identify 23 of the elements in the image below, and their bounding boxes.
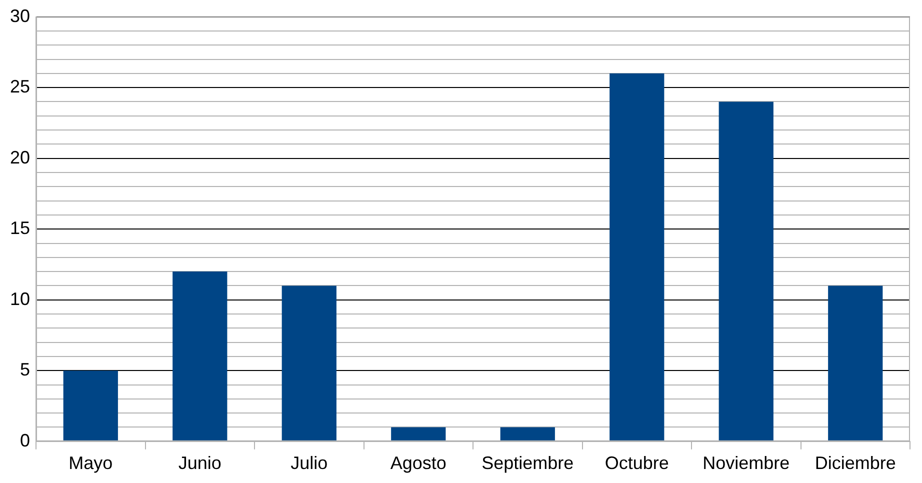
- y-tick-label: 0: [20, 430, 30, 450]
- bar: [172, 272, 228, 441]
- bar: [718, 102, 774, 441]
- y-tick-label: 15: [10, 218, 30, 238]
- bar: [828, 286, 883, 441]
- y-tick-label: 25: [10, 76, 30, 97]
- y-tick-label: 30: [10, 6, 30, 26]
- x-tick-label: Julio: [290, 453, 328, 474]
- y-tick-label: 5: [20, 360, 30, 380]
- bar: [610, 73, 664, 441]
- y-tick-label: 10: [10, 288, 30, 309]
- bar: [391, 427, 446, 441]
- x-tick-label: Noviembre: [702, 453, 790, 474]
- bar: [282, 286, 336, 441]
- bar: [500, 427, 555, 441]
- x-tick-label: Diciembre: [814, 453, 896, 474]
- x-tick-label: Octubre: [604, 453, 669, 474]
- y-tick-label: 20: [10, 147, 30, 168]
- bar: [63, 370, 118, 441]
- x-tick-label: Agosto: [390, 453, 446, 474]
- x-tick-label: Mayo: [68, 453, 113, 474]
- x-tick-label: Junio: [178, 453, 222, 474]
- x-tick-label: Septiembre: [482, 453, 574, 474]
